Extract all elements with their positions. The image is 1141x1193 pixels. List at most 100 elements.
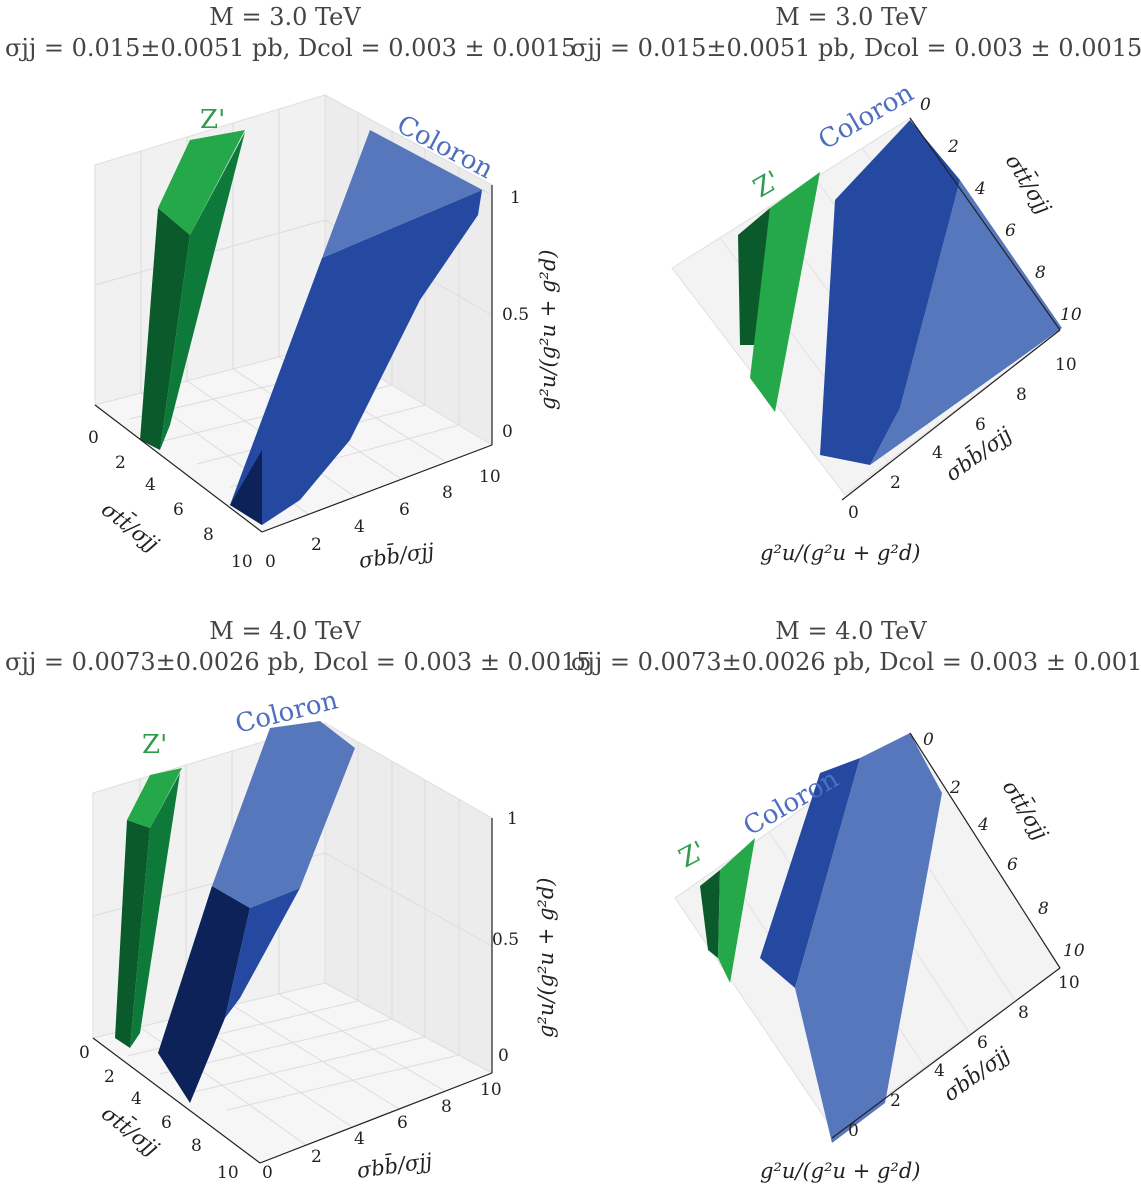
plot-3d: 0 2 4 6 8 10 0 2 4 6 8 10 0 σtt̄/σjj σbb… [671,78,1082,565]
coloron-dark-face [158,886,250,1103]
x-tick-label: 10 [217,1163,239,1183]
coloron-region [760,733,942,1143]
z-tick-label: 0.5 [502,305,529,325]
params-label: σjj = 0.015±0.0051 pb, Dcol = 0.003 ± 0.… [5,34,577,62]
z-ticks: 0 0.5 1 [502,188,529,442]
y-tick-label: 10 [1055,355,1077,375]
y-tick-label: 2 [890,473,901,493]
x-ticks: 0 2 4 6 8 10 [920,95,1082,325]
zprime-top-face [158,130,245,235]
y-tick-label: 6 [977,1033,988,1053]
coloron-light-face [795,733,942,1143]
y-tick-label: 2 [311,1147,322,1167]
panel-title: M = 3.0 TeV σjj = 0.015±0.0051 pb, Dcol … [5,2,577,64]
x-tick-label: 8 [203,525,214,545]
x-tick-label: 0 [88,428,99,448]
coloron-light-face [870,180,1062,465]
z-tick-label: 0 [502,422,513,442]
zprime-label: Z' [749,165,786,204]
y-tick-label: 0 [848,503,859,523]
y-ticks: 0 2 4 6 8 10 [848,973,1080,1141]
z-axis-label: g²u/(g²u + g²d) [534,878,558,1038]
plot-3d: 0 2 4 6 8 10 0 2 4 6 8 10 0 0.5 1 σtt̄/σ… [79,685,558,1183]
panel-m3-top: M = 3.0 TeV σjj = 0.015±0.0051 pb, Dcol … [570,0,1141,595]
x-ticks: 0 2 4 6 8 10 [79,1043,239,1183]
zprime-label: Z' [200,105,225,135]
y-ticks: 0 2 4 6 8 10 [265,467,501,572]
x-axis-label: σtt̄/σjj [998,775,1055,845]
coloron-region [230,130,492,525]
z-axis-label: g²u/(g²u + g²d) [760,1159,920,1183]
coloron-region [820,120,1062,465]
panel-title: M = 3.0 TeV σjj = 0.015±0.0051 pb, Dcol … [571,2,1141,64]
y-axis-label: σbb̄/σjj [357,537,436,573]
y-tick-label: 4 [932,443,943,463]
y-tick-label: 6 [399,500,410,520]
y-tick-label: 4 [354,1129,365,1149]
x-ticks: 0 2 4 6 8 10 [88,428,253,572]
panel-title: M = 4.0 TeV σjj = 0.0073±0.0026 pb, Dcol… [5,616,592,678]
x-tick-label: 6 [161,1113,172,1133]
zprime-front-face [160,132,245,450]
y-tick-label: 10 [479,467,501,487]
x-tick-label: 4 [131,1089,142,1109]
zprime-front-face [130,773,180,1048]
mass-label: M = 4.0 TeV [775,617,927,645]
y-tick-label: 4 [934,1061,945,1081]
params-label: σjj = 0.0073±0.0026 pb, Dcol = 0.003 ± 0… [5,648,592,676]
y-ticks: 0 2 4 6 8 10 [848,355,1077,523]
mass-label: M = 3.0 TeV [209,3,361,31]
plot-3d: 0 2 4 6 8 10 0 2 4 6 8 10 0 0.5 1 σtt̄/σ… [88,94,560,573]
y-tick-label: 6 [397,1113,408,1133]
x-tick-label: 0 [920,95,931,115]
zprime-side-face [115,820,150,1048]
y-tick-label: 2 [890,1091,901,1111]
y-tick-label: 10 [480,1080,502,1100]
zprime-region [115,768,182,1048]
zprime-light-face [718,838,755,983]
coloron-mid-face [760,758,860,988]
zprime-side-face [140,208,190,450]
z-tick-label: 1 [507,809,518,829]
zprime-region [738,172,820,412]
coloron-dark-face [230,450,262,525]
x-tick-label: 8 [191,1136,202,1156]
axis-lines [92,818,493,1164]
y-tick-label: 10 [1058,973,1080,993]
y-axis-label: σbb̄/σjj [355,1147,434,1183]
z-tick-label: 0 [498,1046,509,1066]
x-tick-label: 4 [977,815,989,835]
y-ticks: 0 2 4 6 8 10 [262,1080,502,1183]
zprime-light-face [750,172,820,412]
coloron-region [158,721,355,1103]
x-tick-label: 8 [1035,263,1046,283]
x-axis-label: σtt̄/σjj [97,496,165,557]
z-ticks: 0 0.5 1 [492,809,519,1066]
zprime-top-face [127,768,182,828]
z-axis-label: g²u/(g²u + g²d) [536,250,560,410]
x-axis-label: σtt̄/σjj [1001,149,1058,219]
params-label: σjj = 0.0073±0.0026 pb, Dcol = 0.003 ± 0… [571,648,1141,676]
y-tick-label: 0 [265,552,276,572]
mass-label: M = 3.0 TeV [775,3,927,31]
zprime-region [700,838,755,983]
panel-m3-oblique: M = 3.0 TeV σjj = 0.015±0.0051 pb, Dcol … [0,0,577,595]
x-tick-label: 8 [1038,899,1049,919]
y-tick-label: 4 [354,517,365,537]
y-tick-label: 8 [441,1097,452,1117]
z-tick-label: 0.5 [492,930,519,950]
mass-label: M = 4.0 TeV [209,617,361,645]
plot-3d: 0 2 4 6 8 10 0 2 4 6 8 10 0 σtt̄/σjj σbb… [674,730,1085,1183]
z-tick-label: 1 [510,188,521,208]
coloron-mid-face [225,888,300,1018]
z-axis-label: g²u/(g²u + g²d) [760,541,920,565]
coloron-top-face [322,130,492,258]
axis-lines [94,185,493,533]
panel-m4-oblique: M = 4.0 TeV σjj = 0.0073±0.0026 pb, Dcol… [0,598,592,1193]
y-tick-label: 0 [848,1121,859,1141]
x-tick-label: 0 [79,1043,90,1063]
y-tick-label: 8 [1016,385,1027,405]
x-tick-label: 2 [949,778,961,798]
x-tick-label: 10 [1060,305,1082,325]
params-label: σjj = 0.015±0.0051 pb, Dcol = 0.003 ± 0.… [571,34,1141,62]
